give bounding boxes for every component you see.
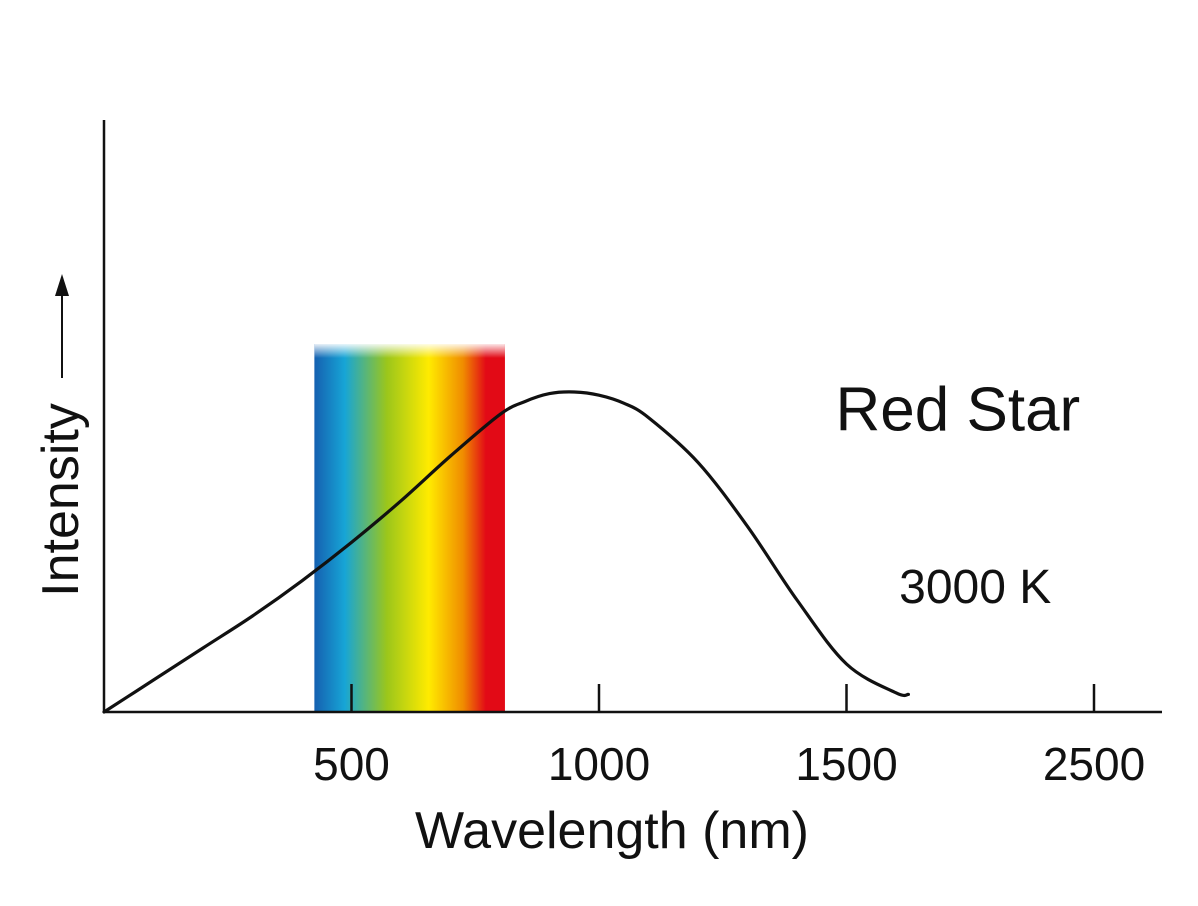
x-tick-label: 1000 [548, 738, 650, 790]
star-name-label: Red Star [836, 375, 1081, 444]
visible-spectrum-band [314, 344, 505, 712]
blackbody-curve [102, 390, 910, 714]
y-axis-title: Intensity [32, 403, 90, 597]
y-axis-arrow-head [55, 274, 69, 296]
visible-spectrum-fade [314, 344, 505, 358]
temperature-label: 3000 K [899, 561, 1051, 614]
x-tick-label: 1500 [795, 738, 897, 790]
x-tick-label: 2500 [1043, 738, 1145, 790]
x-tick-label: 500 [313, 738, 390, 790]
x-axis-title: Wavelength (nm) [415, 802, 809, 860]
